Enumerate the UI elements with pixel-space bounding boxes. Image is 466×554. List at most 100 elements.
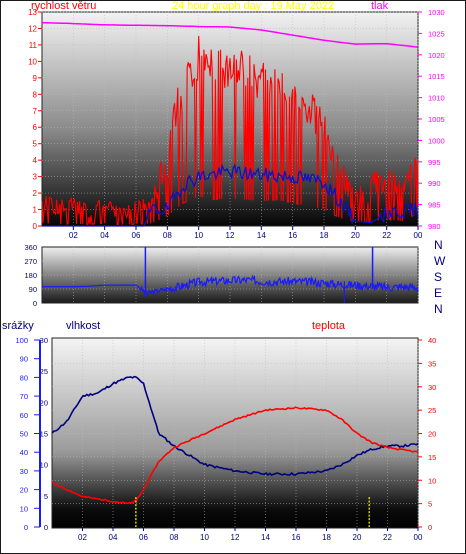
rain-axis-tick: 70	[20, 392, 28, 401]
pressure-axis-tick: 980	[428, 222, 441, 231]
wind-axis-tick: 2	[33, 189, 38, 198]
direction-axis-tick: 270	[24, 257, 37, 266]
temperature-axis-tick: 5	[428, 500, 432, 509]
x-tick-label: 22	[383, 533, 392, 542]
compass-n-bottom: N	[434, 302, 443, 316]
x-tick-label: 00	[414, 231, 423, 240]
pressure-axis-tick: 1010	[428, 94, 445, 103]
x-tick-label: 06	[132, 231, 141, 240]
humidity-temp-series	[51, 375, 419, 527]
direction-axis-tick: 360	[24, 243, 37, 252]
temperature-axis-tick: 25	[428, 406, 436, 415]
pressure-axis-tick: 1005	[428, 115, 445, 124]
wind-axis-tick: 8	[33, 90, 38, 99]
rain-axis-tick: 50	[20, 430, 28, 439]
pressure-axis-tick: 1030	[428, 8, 445, 17]
wind-speed-line	[41, 35, 419, 226]
temperature-axis-tick: 20	[428, 430, 436, 439]
wind-axis-tick: 9	[33, 74, 38, 83]
x-tick-label: 18	[322, 533, 331, 542]
compass-e: E	[434, 286, 443, 300]
humidity-line	[51, 375, 419, 477]
rain-axis-tick: 10	[20, 504, 28, 513]
pressure-axis-tick: 1000	[428, 136, 445, 145]
x-tick-label: 10	[200, 533, 209, 542]
axes-labels: 0123456789101112139809859909951000100510…	[15, 8, 444, 542]
rain-axis-tick: 80	[20, 373, 28, 382]
temperature-line	[51, 406, 419, 505]
pressure-axis-tick: 995	[428, 158, 441, 167]
x-tick-label: 20	[353, 533, 362, 542]
x-tick-label: 04	[109, 533, 118, 542]
x-tick-label: 20	[351, 231, 360, 240]
pressure-label: tlak	[371, 0, 389, 12]
temperature-axis-tick: 35	[428, 359, 436, 368]
pressure-axis-tick: 985	[428, 201, 441, 210]
temperature-label: teplota	[312, 320, 346, 332]
wind-axis-tick: 5	[33, 140, 38, 149]
x-tick-label: 16	[288, 231, 297, 240]
wind-axis-tick: 10	[28, 57, 37, 66]
pressure-axis-tick: 1025	[428, 29, 445, 38]
x-tick-label: 10	[194, 231, 203, 240]
wind-axis-tick: 6	[33, 123, 38, 132]
x-tick-label: 02	[69, 231, 78, 240]
pressure-axis-tick: 990	[428, 179, 441, 188]
humidity-axis-tick: 15	[40, 430, 48, 439]
wind-axis-tick: 11	[29, 41, 38, 50]
direction-axis-tick: 90	[29, 285, 37, 294]
wind-direction-line	[42, 274, 419, 297]
wind-axis-tick: 3	[33, 173, 38, 182]
humidity-axis-tick: 20	[40, 398, 48, 407]
humidity-axis-tick: 25	[40, 367, 48, 376]
chart-title: 24 hour graph day : 19.May 2022	[172, 0, 335, 12]
direction-axis-tick: 180	[24, 271, 37, 280]
wind-axis-tick: 7	[33, 107, 38, 116]
wind-axis-tick: 13	[28, 8, 37, 17]
x-tick-label: 04	[100, 231, 109, 240]
direction-panel-grid	[42, 247, 419, 303]
temperature-axis-tick: 30	[428, 383, 436, 392]
x-tick-label: 02	[78, 533, 87, 542]
x-tick-label: 08	[170, 533, 179, 542]
x-tick-label: 12	[226, 231, 235, 240]
temperature-axis-tick: 0	[428, 523, 432, 532]
x-tick-label: 16	[292, 533, 301, 542]
pressure-axis-tick: 1020	[428, 51, 445, 60]
rain-axis-tick: 100	[15, 336, 28, 345]
rain-axis-tick: 40	[20, 448, 28, 457]
x-tick-label: 14	[261, 533, 270, 542]
x-tick-label: 08	[163, 231, 172, 240]
x-tick-label: 18	[320, 231, 329, 240]
compass-n-top: N	[434, 238, 443, 252]
humidity-axis-tick: 5	[44, 492, 48, 501]
x-tick-label: 06	[139, 533, 148, 542]
temperature-axis-tick: 40	[428, 336, 436, 345]
humidity-axis-tick: 30	[40, 336, 48, 345]
x-tick-label: 12	[231, 533, 240, 542]
rain-axis-tick: 60	[20, 411, 28, 420]
pressure-line	[41, 21, 419, 48]
pressure-axis-tick: 1015	[428, 72, 445, 81]
humidity-label: vlhkost	[66, 320, 101, 332]
rain-axis-tick: 30	[20, 467, 28, 476]
compass-s: S	[434, 270, 443, 284]
x-tick-label: 22	[382, 231, 391, 240]
wind-axis-tick: 1	[33, 206, 38, 215]
x-tick-label: 14	[257, 231, 266, 240]
direction-axis-tick: 0	[33, 299, 37, 308]
wind-axis-tick: 12	[28, 24, 37, 33]
x-tick-label: 00	[414, 533, 423, 542]
rain-label: srážky	[2, 320, 34, 332]
compass-w: W	[434, 254, 446, 268]
rain-axis-tick: 0	[24, 523, 28, 532]
humidity-axis-tick: 0	[44, 523, 48, 532]
direction-series	[42, 247, 419, 303]
temperature-axis-tick: 10	[428, 476, 436, 485]
rain-axis-tick: 90	[20, 355, 28, 364]
temperature-axis-tick: 15	[428, 453, 436, 462]
humidity-axis-tick: 10	[40, 461, 48, 470]
rain-axis-tick: 20	[20, 486, 28, 495]
